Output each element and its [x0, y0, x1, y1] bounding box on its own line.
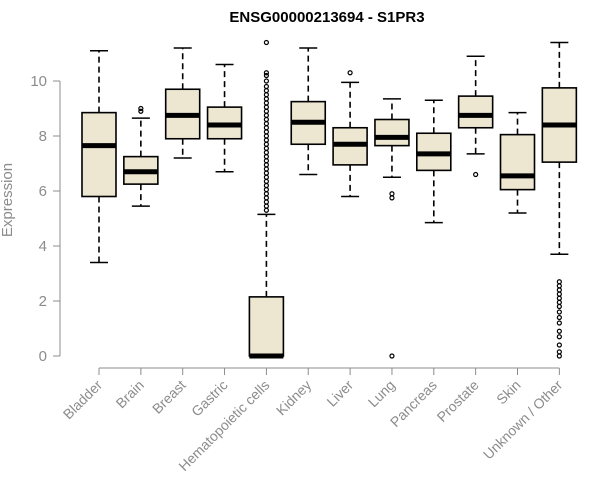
outlier-point [263, 178, 269, 184]
outlier-point [263, 191, 269, 197]
x-tick-label: Unknown / Other [480, 377, 566, 463]
outlier-point [556, 353, 562, 359]
x-tick-label: Skin [493, 377, 524, 408]
outlier-point [556, 283, 562, 289]
outlier-point [138, 108, 144, 114]
box-prostate [457, 55, 494, 178]
outlier-point [263, 39, 269, 46]
y-tick-label: 0 [39, 348, 47, 365]
outlier-point [263, 137, 269, 143]
outlier-point [263, 182, 269, 189]
box-body [81, 111, 117, 198]
outlier-point [556, 295, 562, 301]
outlier-point [263, 96, 269, 102]
box-gastric [206, 63, 243, 173]
outlier-point [263, 116, 269, 123]
x-tick-label: Prostate [434, 377, 482, 425]
box-skin [499, 111, 536, 214]
outlier-point [263, 154, 269, 160]
outlier-point [263, 104, 269, 110]
outlier-point [263, 88, 269, 94]
box-body [374, 118, 410, 147]
box-body [248, 296, 285, 357]
x-tick-label: Bladder [60, 377, 106, 423]
box-bladder [81, 49, 117, 264]
outlier-point [263, 108, 269, 114]
y-tick-label: 6 [39, 183, 47, 200]
outlier-point [263, 174, 269, 180]
outlier-point [263, 70, 269, 76]
x-tick-label: Liver [323, 377, 356, 410]
outlier-point [263, 162, 269, 168]
x-tick-label: Pancreas [387, 377, 440, 430]
outlier-point [389, 353, 395, 359]
outlier-point [263, 158, 269, 164]
outlier-point [347, 70, 353, 76]
box-brain [123, 105, 159, 207]
outlier-point [263, 121, 269, 127]
x-tick-label: Kidney [273, 377, 315, 419]
x-tick-label: Breast [149, 377, 189, 417]
box-kidney [290, 47, 327, 176]
outlier-point [263, 170, 269, 176]
outlier-point [556, 328, 562, 334]
box-unknown-other [541, 41, 578, 359]
outlier-point [556, 279, 562, 285]
outlier-point [556, 349, 562, 355]
y-axis-label: Expression [0, 163, 16, 237]
y-axis: 0 2 4 6 8 10 [30, 73, 61, 365]
outlier-point [263, 195, 269, 201]
y-tick-label: 10 [30, 73, 47, 90]
outlier-point [389, 195, 395, 201]
outlier-point [263, 207, 269, 213]
box-hematopoietic-cells [248, 39, 285, 359]
x-tick-label: Lung [365, 377, 398, 410]
outlier-point [473, 171, 479, 178]
outlier-point [263, 78, 269, 84]
outlier-point [263, 112, 269, 118]
box-pancreas [415, 99, 452, 224]
outlier-point [556, 320, 562, 326]
outlier-point [556, 299, 562, 305]
outlier-point [389, 191, 395, 197]
outlier-point [263, 72, 269, 79]
outlier-point [263, 149, 269, 156]
x-tick-label: Brain [113, 377, 147, 411]
outlier-point [263, 100, 269, 106]
outlier-point [138, 105, 144, 112]
outlier-point [263, 203, 269, 209]
chart-title: ENSG00000213694 - S1PR3 [229, 9, 424, 26]
plot-area [81, 39, 578, 359]
outlier-point [556, 303, 562, 310]
box-body [457, 95, 494, 129]
outlier-point [556, 309, 562, 315]
outlier-point [556, 291, 562, 297]
outlier-point [263, 166, 269, 172]
box-body [499, 133, 536, 191]
outlier-point [263, 129, 269, 135]
outlier-point [556, 314, 562, 321]
outlier-point [556, 334, 562, 340]
outlier-point [263, 83, 269, 90]
outlier-point [263, 125, 269, 131]
outlier-point [263, 141, 269, 147]
outlier-point [263, 199, 269, 205]
box-liver [332, 70, 368, 198]
outlier-point [263, 92, 269, 98]
outlier-point [263, 145, 269, 151]
box-lung [374, 98, 410, 359]
outlier-point [556, 287, 562, 293]
box-breast [164, 47, 201, 159]
outlier-point [556, 342, 562, 348]
y-tick-label: 4 [39, 238, 47, 255]
outlier-point [263, 187, 269, 193]
y-tick-label: 8 [39, 128, 47, 145]
y-tick-label: 2 [39, 293, 47, 310]
outlier-point [263, 133, 269, 139]
